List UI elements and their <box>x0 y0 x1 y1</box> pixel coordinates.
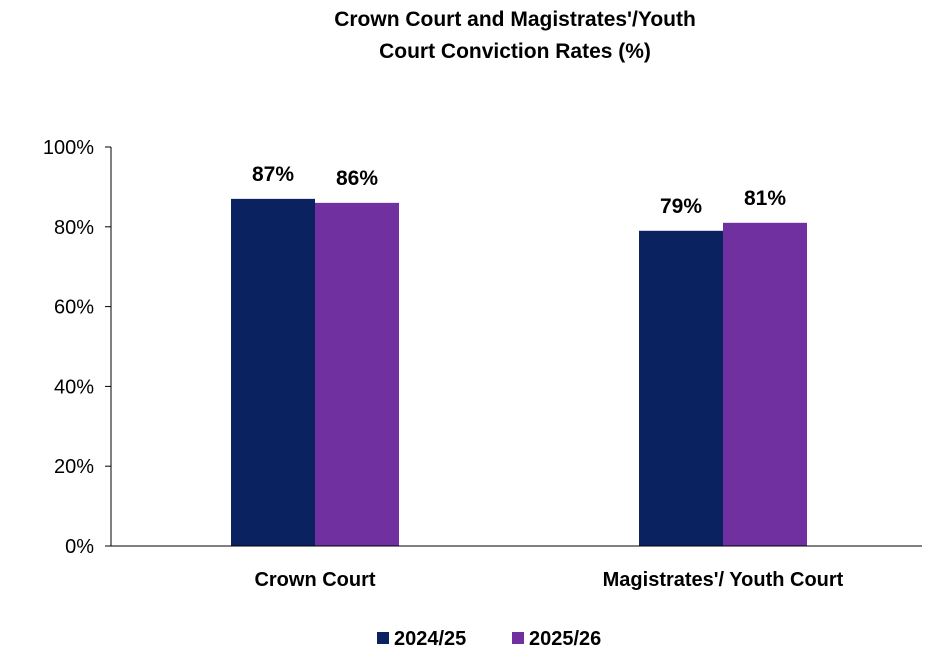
data-label: 81% <box>744 187 786 210</box>
y-tick-label: 80% <box>54 217 94 239</box>
y-tick-label: 100% <box>43 137 94 159</box>
legend-label: 2025/26 <box>529 628 601 650</box>
legend: 2024/25 2025/26 <box>377 628 601 650</box>
y-axis: 0% 20% 40% 60% 80% 100% <box>43 137 112 558</box>
y-tick-label: 0% <box>65 536 94 558</box>
x-category-label: Magistrates'/ Youth Court <box>603 569 844 591</box>
bar <box>639 230 723 547</box>
bar <box>723 222 807 546</box>
y-tick-label: 40% <box>54 376 94 398</box>
legend-label: 2024/25 <box>394 628 466 650</box>
chart-title: Crown Court and Magistrates'/Youth Court… <box>334 8 696 63</box>
data-label: 79% <box>660 195 702 218</box>
legend-swatch <box>377 632 389 644</box>
x-axis: Crown Court Magistrates'/ Youth Court <box>111 545 922 591</box>
y-tick-label: 60% <box>54 297 94 319</box>
bar <box>231 198 315 546</box>
bar <box>315 202 399 547</box>
y-tick-label: 20% <box>54 456 94 478</box>
chart-title-line-2: Court Conviction Rates (%) <box>379 40 651 63</box>
bars: 87% 86% 79% 81% <box>231 163 807 547</box>
data-label: 87% <box>252 163 294 186</box>
legend-swatch <box>512 632 524 644</box>
chart-title-line-1: Crown Court and Magistrates'/Youth <box>334 8 696 31</box>
x-category-label: Crown Court <box>254 569 375 591</box>
data-label: 86% <box>336 167 378 190</box>
